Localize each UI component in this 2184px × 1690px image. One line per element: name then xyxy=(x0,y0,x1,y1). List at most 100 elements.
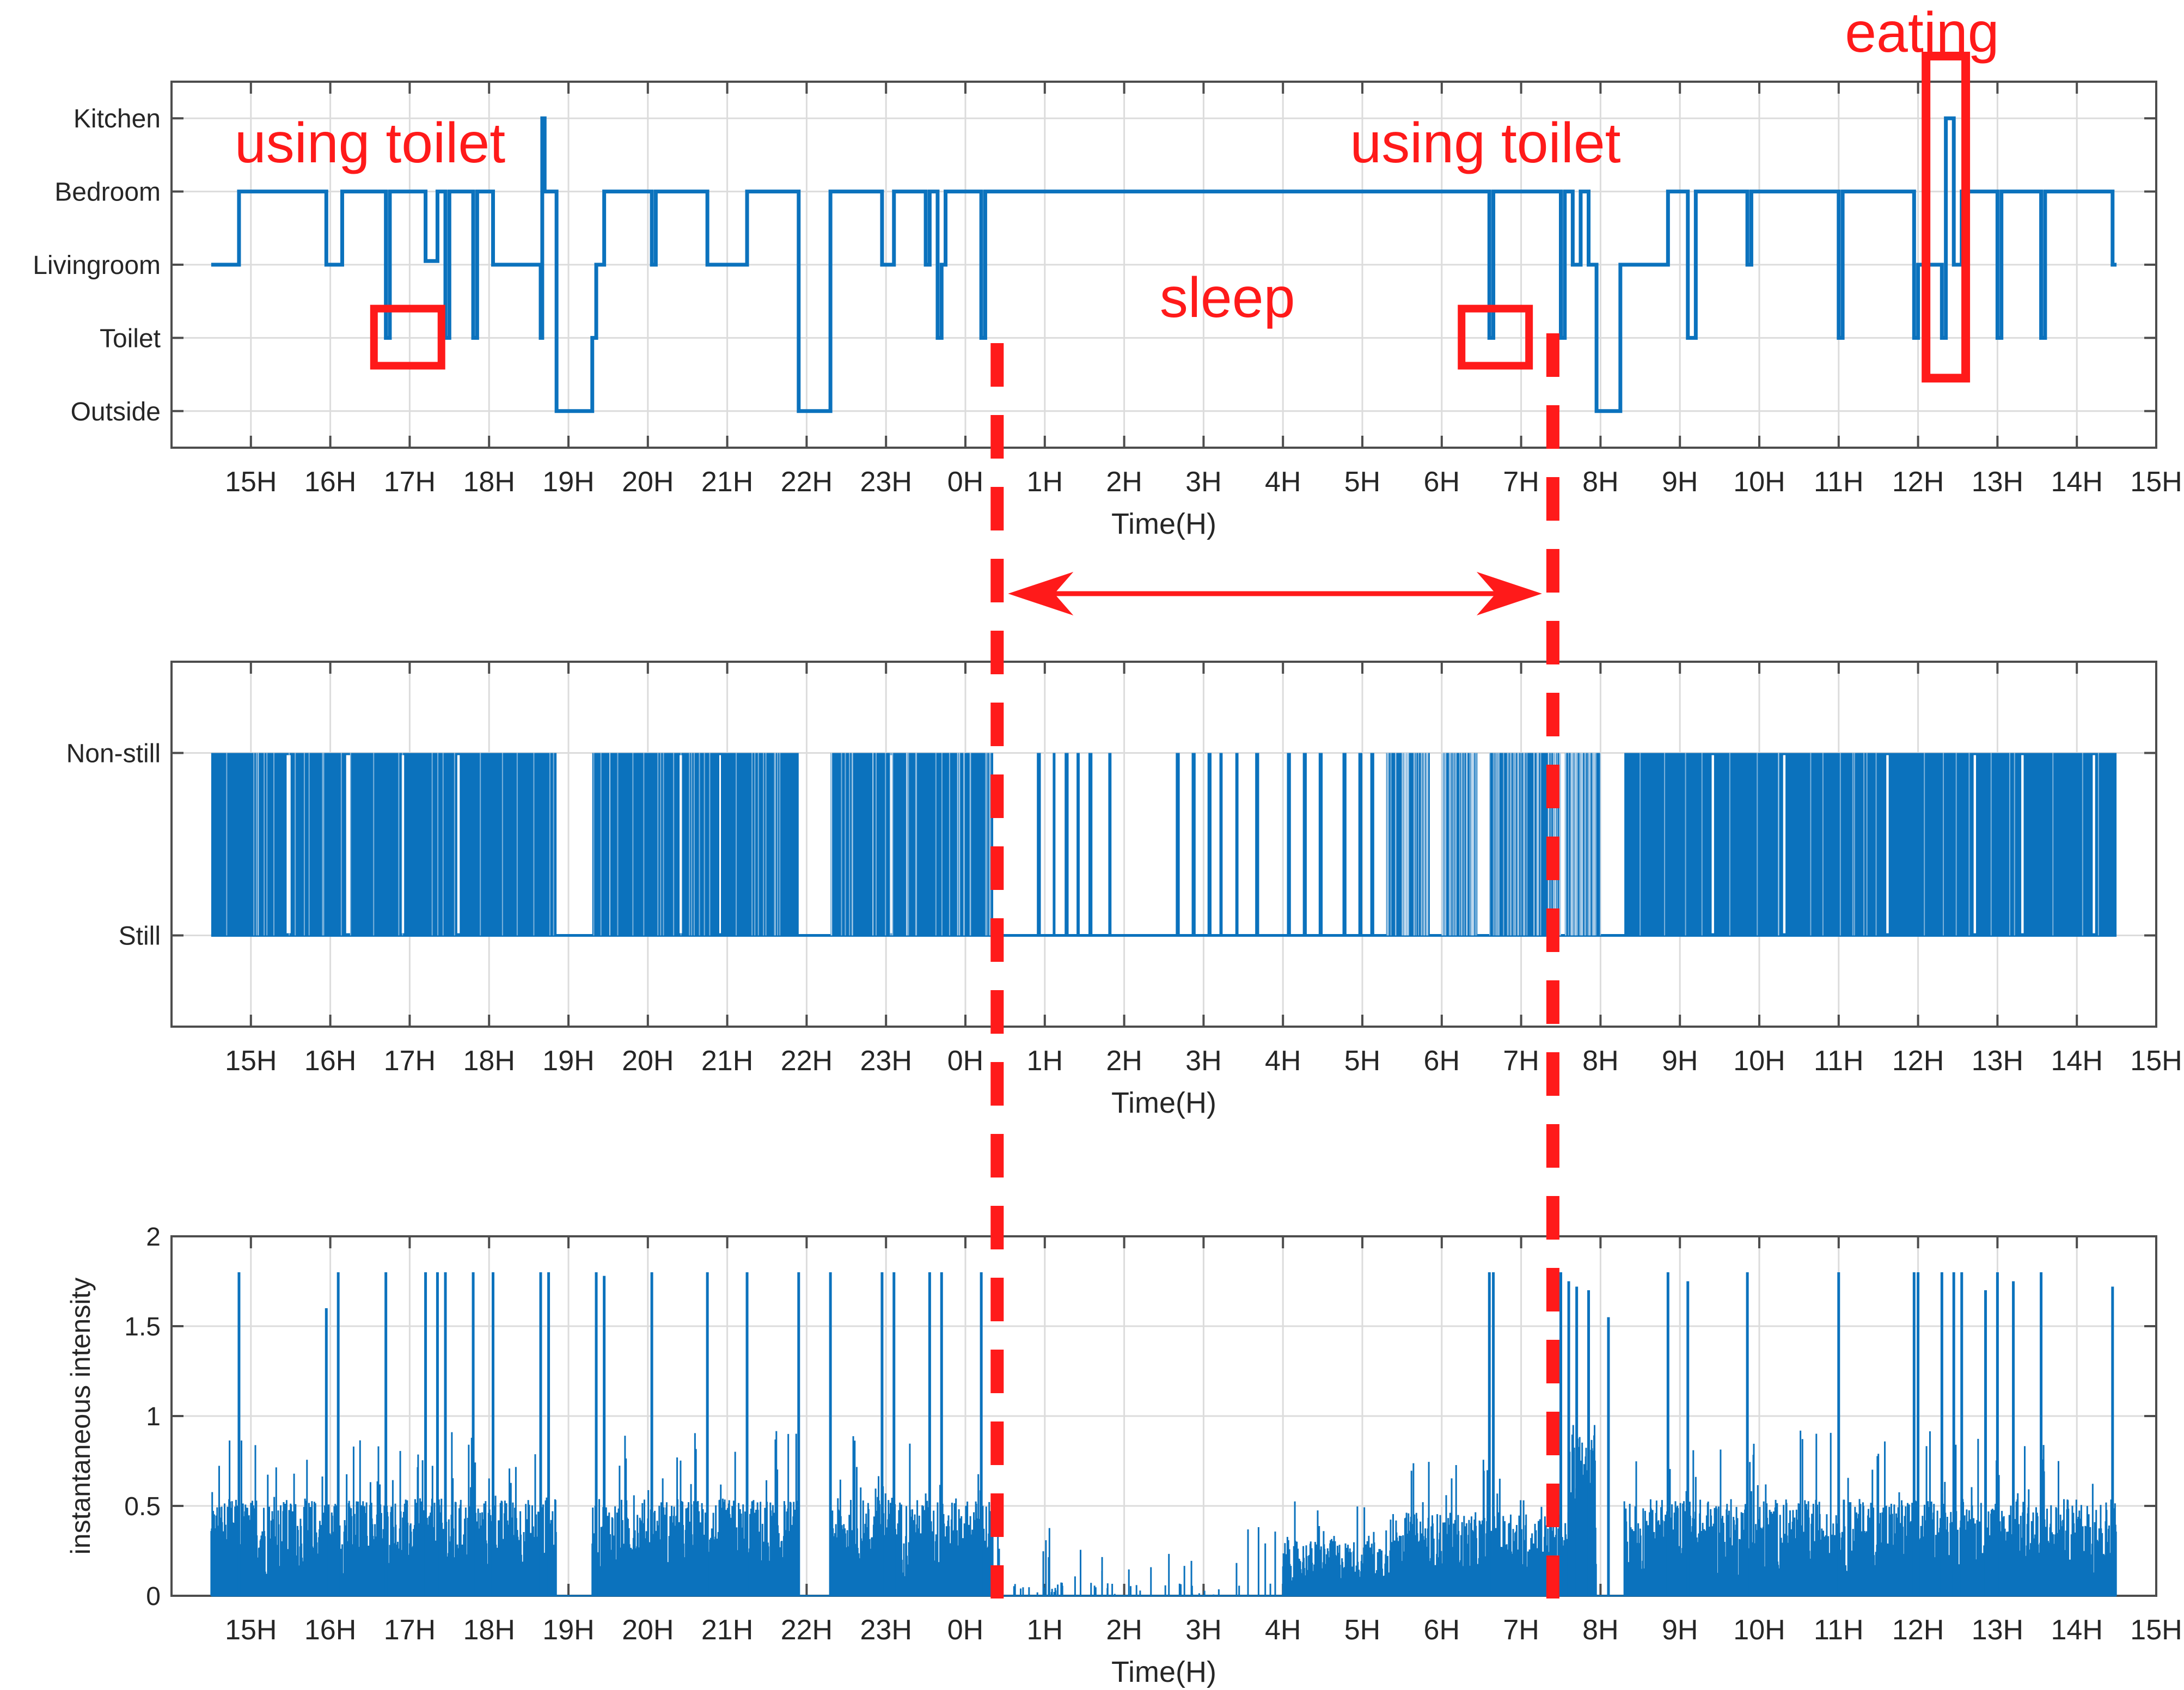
x-tick-label: 10H xyxy=(1733,466,1785,498)
x-tick-label: 19H xyxy=(542,1614,594,1646)
y-tick-label: 0.5 xyxy=(124,1492,161,1521)
x-tick-label: 3H xyxy=(1185,1614,1221,1646)
x-tick-label: 22H xyxy=(781,1045,833,1077)
x-tick-label: 1H xyxy=(1027,466,1063,498)
x-tick-label: 15H xyxy=(225,1614,277,1646)
x-tick-label: 23H xyxy=(860,1045,911,1077)
x-tick-label: 23H xyxy=(860,1614,911,1646)
x-tick-label: 17H xyxy=(384,1614,436,1646)
x-axis-label: Time(H) xyxy=(1111,508,1216,540)
x-tick-label: 22H xyxy=(781,466,833,498)
x-tick-label: 15H xyxy=(2130,1045,2182,1077)
x-tick-label: 7H xyxy=(1503,1045,1539,1077)
x-tick-label: 6H xyxy=(1424,1614,1460,1646)
x-tick-label: 19H xyxy=(542,466,594,498)
x-tick-label: 20H xyxy=(622,466,674,498)
x-axis-label: Time(H) xyxy=(1111,1087,1216,1119)
activity-gap xyxy=(286,755,291,934)
annotation-sleep: sleep xyxy=(1160,266,1295,330)
toilet-highlight-box-left xyxy=(370,304,445,370)
activity-toggle xyxy=(1370,753,1374,936)
y-axis-label: instantaneous intensity xyxy=(65,1278,96,1555)
x-tick-label: 1H xyxy=(1027,1045,1063,1077)
x-tick-label: 20H xyxy=(622,1045,674,1077)
x-tick-label: 5H xyxy=(1344,466,1380,498)
activity-toggle xyxy=(1076,753,1080,936)
y-tick-label: Still xyxy=(119,922,161,951)
x-tick-label: 7H xyxy=(1503,1614,1539,1646)
y-tick-label: Toilet xyxy=(100,324,161,353)
x-tick-label: 21H xyxy=(701,466,753,498)
x-tick-label: 11H xyxy=(1814,1045,1864,1077)
x-tick-label: 7H xyxy=(1503,466,1539,498)
x-tick-label: 4H xyxy=(1265,466,1301,498)
x-axis-label: Time(H) xyxy=(1111,1656,1216,1688)
x-tick-label: 13H xyxy=(1972,1045,2023,1077)
y-tick-label: Livingroom xyxy=(33,251,161,280)
activity-toggle xyxy=(1342,753,1347,936)
x-tick-label: 12H xyxy=(1892,1614,1944,1646)
x-tick-label: 14H xyxy=(2051,1045,2102,1077)
x-tick-label: 9H xyxy=(1662,1614,1698,1646)
activity-toggle xyxy=(1318,753,1323,936)
activity-gap xyxy=(2093,755,2095,934)
x-tick-label: 17H xyxy=(384,1045,436,1077)
activity-toggle xyxy=(1302,753,1307,936)
x-tick-label: 3H xyxy=(1185,466,1221,498)
y-tick-label: 2 xyxy=(146,1223,161,1252)
x-tick-label: 15H xyxy=(225,1045,277,1077)
activity-nonstill-block xyxy=(211,753,557,936)
x-tick-label: 1H xyxy=(1027,1614,1063,1646)
x-tick-label: 20H xyxy=(622,1614,674,1646)
activity-toggle xyxy=(1088,753,1093,936)
x-tick-label: 9H xyxy=(1662,466,1698,498)
x-tick-label: 14H xyxy=(2051,466,2102,498)
x-tick-label: 3H xyxy=(1185,1045,1221,1077)
axes-frame xyxy=(170,661,2157,1028)
activity-gap xyxy=(457,755,460,934)
x-tick-label: 17H xyxy=(384,466,436,498)
y-tick-label: 0 xyxy=(146,1582,161,1611)
activity-nonstill-block xyxy=(1624,753,2117,936)
x-tick-label: 13H xyxy=(1972,466,2023,498)
x-tick-label: 22H xyxy=(781,1614,833,1646)
x-tick-label: 2H xyxy=(1106,1045,1142,1077)
x-tick-label: 4H xyxy=(1265,1614,1301,1646)
activity-gap xyxy=(1783,755,1786,934)
activity-toggle xyxy=(1191,753,1196,936)
x-tick-label: 5H xyxy=(1344,1614,1380,1646)
x-tick-label: 10H xyxy=(1733,1045,1785,1077)
x-tick-label: 4H xyxy=(1265,1045,1301,1077)
y-tick-label: Non-still xyxy=(66,740,161,768)
annotation-overlay: using toilet using toilet eating sleep xyxy=(235,1,1999,1599)
x-tick-label: 0H xyxy=(947,466,983,498)
x-tick-label: 2H xyxy=(1106,1614,1142,1646)
x-tick-label: 6H xyxy=(1424,1045,1460,1077)
location-panel: 15H 16H 17H 18H 19H 20H 21H 22H 23H 0H 1H 2H 3H 4H 5H 6… xyxy=(33,81,2182,540)
x-tick-label: 12H xyxy=(1892,466,1944,498)
x-tick-label: 8H xyxy=(1582,466,1618,498)
x-tick-label: 0H xyxy=(947,1614,983,1646)
x-tick-label: 11H xyxy=(1814,1614,1864,1646)
x-tick-label: 8H xyxy=(1582,1045,1618,1077)
x-tick-label: 21H xyxy=(701,1614,753,1646)
location-series-line xyxy=(211,116,2117,413)
intensity-series xyxy=(210,1425,2117,1597)
intensity-panel: 15H 16H 17H 18H 19H 20H 21H 22H 23H 0H 1H 2H 3H 4H 5H 6… xyxy=(65,1223,2182,1688)
activity-toggle xyxy=(1235,753,1239,936)
x-tick-label: 13H xyxy=(1972,1614,2023,1646)
activity-toggle xyxy=(1065,753,1069,936)
x-tick-label: 11H xyxy=(1814,466,1864,498)
y-tick-label: Outside xyxy=(71,398,161,426)
x-tick-label: 0H xyxy=(947,1045,983,1077)
x-tick-label: 12H xyxy=(1892,1045,1944,1077)
x-tick-label: 15H xyxy=(2130,466,2182,498)
annotation-using-toilet-right: using toilet xyxy=(1350,112,1620,175)
activity-gap xyxy=(1886,755,1889,934)
activity-gap xyxy=(1973,755,1977,934)
activity-toggle xyxy=(1108,753,1112,936)
activity-gap xyxy=(1711,755,1714,934)
activity-toggle xyxy=(1358,753,1362,936)
annotation-using-toilet-left: using toilet xyxy=(235,112,505,175)
